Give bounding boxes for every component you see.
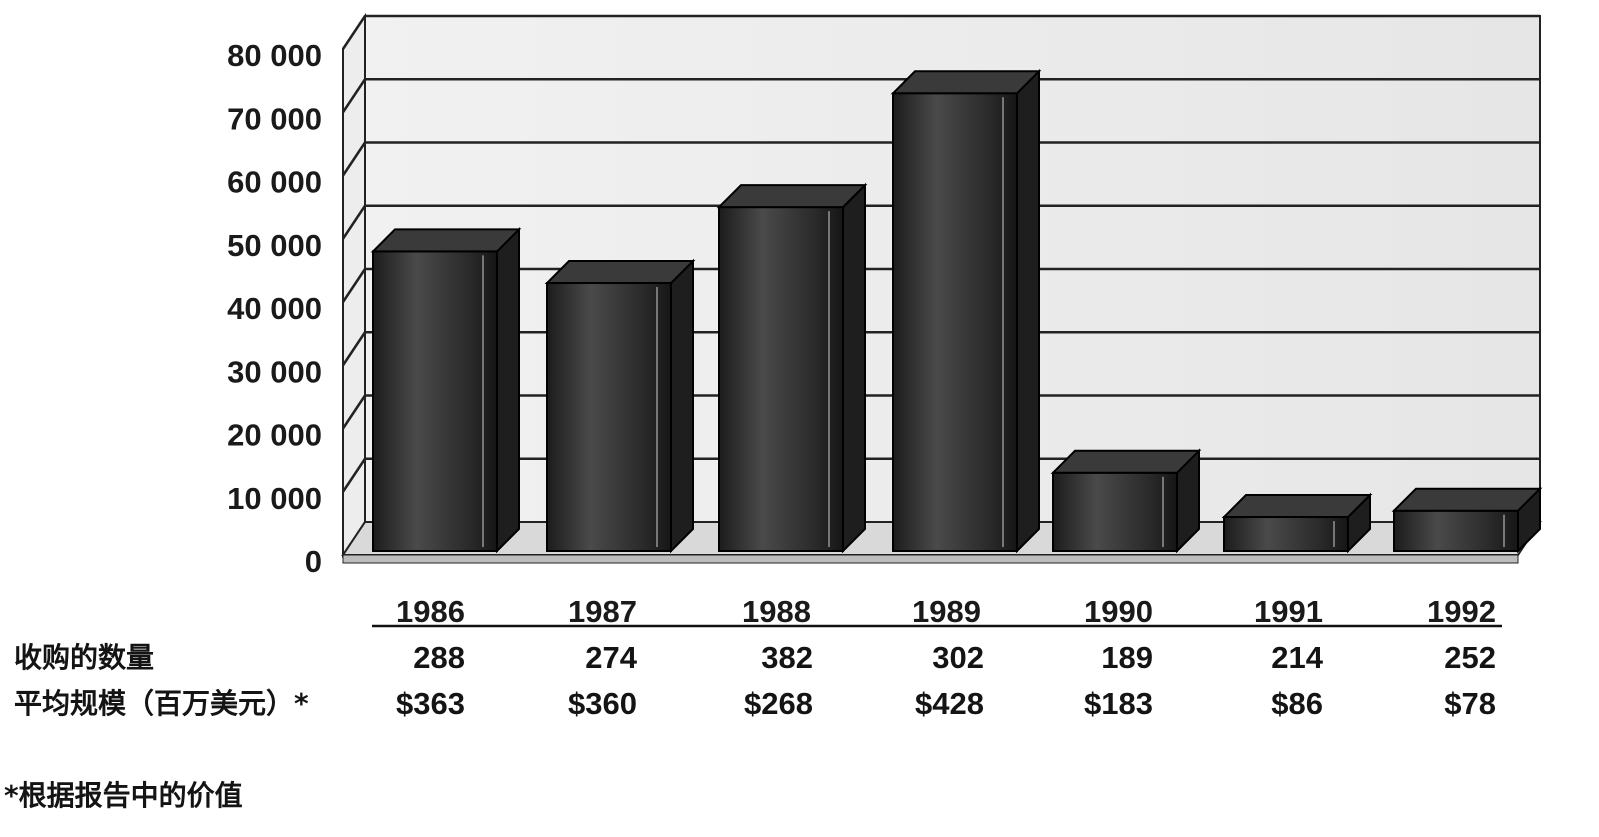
acquisition-count-label: 收购的数量 bbox=[14, 641, 155, 674]
bar-1986 bbox=[370, 226, 522, 554]
y-tick-label: 30 000 bbox=[227, 354, 322, 389]
bar-1987 bbox=[544, 258, 696, 554]
x-axis-year-labels: 1986 1987 1988 1989 1990 1991 1992 bbox=[372, 594, 1502, 629]
bar-1988 bbox=[716, 182, 868, 554]
y-tick-label: 50 000 bbox=[227, 228, 322, 263]
count-cell-1986: 288 bbox=[413, 640, 465, 675]
bar-front bbox=[892, 92, 1018, 553]
acquisition-count-row: 收购的数量 288 274 382 302 189 214 252 bbox=[0, 638, 1599, 678]
bar-side bbox=[670, 258, 694, 554]
size-cell-1991: $86 bbox=[1271, 686, 1323, 721]
bar-top bbox=[1050, 449, 1202, 474]
year-label-1990: 1990 bbox=[1084, 594, 1153, 629]
footnote: *根据报告中的价值 bbox=[4, 779, 243, 812]
y-tick-label: 80 000 bbox=[227, 38, 322, 73]
bar-side bbox=[1016, 68, 1040, 554]
size-cell-1990: $183 bbox=[1084, 686, 1153, 721]
y-tick-label: 60 000 bbox=[227, 165, 322, 200]
bar-front bbox=[372, 250, 498, 552]
gridline-side bbox=[341, 141, 367, 177]
bar-front bbox=[1052, 471, 1178, 552]
bar-1992 bbox=[1391, 486, 1543, 554]
average-size-row: 平均规模（百万美元）* $363 $360 $268 $428 $183 $86… bbox=[0, 684, 1599, 724]
y-tick-label: 0 bbox=[305, 544, 322, 579]
size-cell-1986: $363 bbox=[396, 686, 465, 721]
bar-front bbox=[718, 206, 844, 552]
bar-front bbox=[546, 282, 672, 552]
y-tick-label: 70 000 bbox=[227, 101, 322, 136]
bar-top bbox=[716, 184, 868, 209]
year-label-1988: 1988 bbox=[742, 594, 811, 629]
bar-top bbox=[890, 70, 1042, 95]
year-label-1989: 1989 bbox=[912, 594, 981, 629]
gridline-side bbox=[341, 458, 367, 493]
year-label-1986: 1986 bbox=[396, 594, 465, 629]
average-size-label: 平均规模（百万美元）* bbox=[14, 687, 309, 720]
size-cell-1989: $428 bbox=[915, 686, 984, 721]
bar-side bbox=[842, 182, 866, 554]
gridline-side bbox=[341, 268, 367, 303]
bar-1989 bbox=[890, 68, 1042, 554]
count-cell-1991: 214 bbox=[1271, 640, 1323, 675]
bar-front bbox=[1223, 516, 1349, 552]
count-cell-1990: 189 bbox=[1101, 640, 1153, 675]
year-label-1992: 1992 bbox=[1427, 594, 1496, 629]
bars bbox=[370, 68, 1543, 554]
gridline-side bbox=[341, 394, 367, 430]
bar-top bbox=[370, 228, 522, 253]
bar-top bbox=[544, 260, 696, 285]
bar-front bbox=[1393, 509, 1519, 553]
size-cell-1988: $268 bbox=[744, 686, 813, 721]
bar-side bbox=[496, 226, 520, 554]
count-cell-1988: 382 bbox=[761, 640, 813, 675]
floor-edge bbox=[342, 554, 1519, 564]
y-tick-label: 40 000 bbox=[227, 291, 322, 326]
size-cell-1987: $360 bbox=[568, 686, 637, 721]
bar-top bbox=[1391, 487, 1543, 512]
bar-chart: 0 10 000 20 000 30 000 40 000 50 000 60 000 70 … bbox=[227, 12, 1543, 629]
year-label-1991: 1991 bbox=[1254, 594, 1323, 629]
size-cell-1992: $78 bbox=[1444, 686, 1496, 721]
count-cell-1987: 274 bbox=[585, 640, 637, 675]
y-axis-ticks: 0 10 000 20 000 30 000 40 000 50 000 60 000 70 … bbox=[227, 38, 322, 579]
y-tick-label: 20 000 bbox=[227, 418, 322, 453]
gridline-side bbox=[341, 78, 367, 113]
count-cell-1992: 252 bbox=[1444, 640, 1496, 675]
gridline-side bbox=[341, 331, 367, 366]
gridline-side bbox=[341, 15, 367, 50]
gridline-side bbox=[341, 205, 367, 240]
count-cell-1989: 302 bbox=[932, 640, 984, 675]
bar-top bbox=[1221, 494, 1373, 519]
bar-1990 bbox=[1050, 448, 1202, 554]
year-label-1987: 1987 bbox=[568, 594, 637, 629]
bar-1991 bbox=[1221, 492, 1373, 554]
y-tick-label: 10 000 bbox=[227, 481, 322, 516]
